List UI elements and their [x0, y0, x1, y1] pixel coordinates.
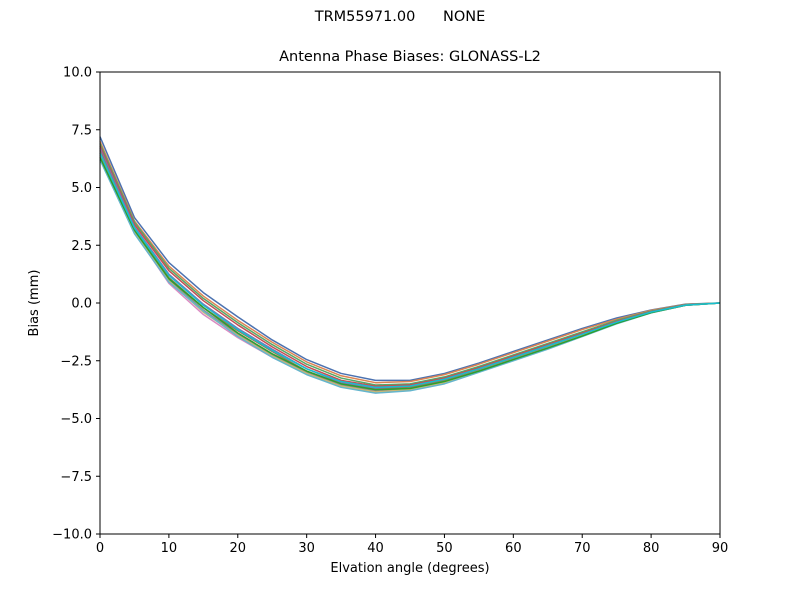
figure-suptitle: TRM55971.00 NONE [314, 9, 486, 25]
x-tick-label: 80 [643, 541, 660, 556]
x-tick-label: 30 [298, 541, 315, 556]
x-tick-label: 20 [230, 541, 247, 556]
series-line-9 [99, 157, 721, 393]
y-tick-label: 2.5 [71, 239, 92, 254]
series-line-10 [99, 159, 721, 394]
x-tick-label: 10 [161, 541, 178, 556]
y-tick-label: −10.0 [52, 528, 92, 543]
series-line-8 [99, 154, 721, 392]
series-line-2 [99, 141, 721, 384]
series-line-7 [99, 152, 721, 393]
x-axis-label: Elvation angle (degrees) [330, 561, 490, 576]
x-tick-label: 0 [96, 541, 104, 556]
x-tick-label: 70 [574, 541, 591, 556]
series-line-4 [99, 145, 721, 387]
x-tick-label: 40 [367, 541, 384, 556]
y-tick-label: 0.0 [71, 297, 92, 312]
y-tick-label: 10.0 [63, 66, 92, 81]
y-tick-label: 7.5 [71, 123, 92, 138]
x-tick-label: 50 [436, 541, 453, 556]
series-layer [99, 136, 721, 394]
series-line-12 [99, 152, 721, 389]
series-line-3 [99, 143, 721, 386]
y-tick-label: 5.0 [71, 181, 92, 196]
y-tick-label: −2.5 [60, 354, 92, 369]
chart-title: Antenna Phase Biases: GLONASS-L2 [279, 49, 541, 65]
axes-layer: 0 10 20 30 40 50 60 70 80 90 −10.0 −7.5 −5.0 −2.5 0.0 2… [52, 66, 728, 557]
series-line-5 [99, 147, 721, 390]
series-line-1 [99, 136, 721, 382]
series-line-6 [99, 150, 721, 391]
series-line-11 [99, 157, 721, 391]
x-tick-label: 60 [505, 541, 522, 556]
y-tick-label: −7.5 [60, 470, 92, 485]
x-tick-label: 90 [712, 541, 729, 556]
y-tick-label: −5.0 [60, 412, 92, 427]
